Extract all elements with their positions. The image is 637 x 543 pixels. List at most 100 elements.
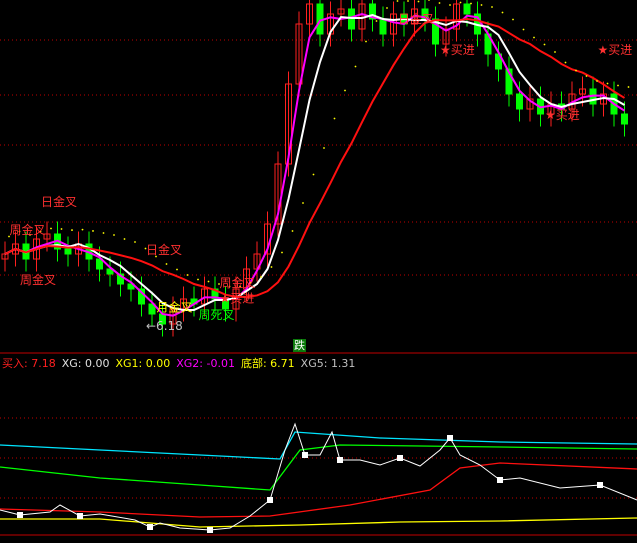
ma-dot	[312, 173, 315, 176]
ma-dot	[470, 2, 472, 5]
candle-body	[463, 3, 471, 15]
indicator-marker	[77, 513, 83, 519]
candle	[211, 276, 219, 312]
candle	[1, 241, 9, 272]
ma-dot	[291, 230, 294, 232]
ma-dot	[407, 0, 409, 2]
indicator-marker	[497, 477, 503, 483]
candle	[453, 0, 460, 42]
ma-fast-line	[4, 12, 626, 317]
candle-body	[432, 18, 439, 45]
signal-label: 日金叉	[398, 11, 434, 26]
candle-body	[390, 13, 397, 35]
candle	[295, 11, 303, 97]
ma-dot	[29, 233, 31, 236]
ma-dot	[60, 228, 63, 230]
legend-value: 6.71	[270, 357, 295, 370]
ma-dot	[627, 86, 630, 88]
legend-item: XG1: 0.00	[115, 357, 170, 370]
indicator-line	[0, 444, 637, 491]
signal-label: ★买进	[598, 43, 633, 57]
signal-label: ★买进	[220, 292, 255, 306]
ma-dot	[606, 82, 609, 85]
ma-dot	[50, 227, 52, 230]
legend-value: 1.31	[330, 357, 356, 370]
candle-body	[579, 88, 586, 95]
signal-label: 日金叉	[41, 194, 77, 209]
indicator-line	[0, 431, 637, 460]
indicator-line	[0, 517, 637, 528]
legend-item: XG5: 1.31	[301, 357, 356, 370]
candle-body	[96, 258, 103, 270]
ma-dot	[575, 69, 577, 72]
legend-value: 0.00	[145, 357, 171, 370]
ma-dot	[396, 0, 399, 2]
candle	[337, 0, 345, 27]
ma-dot	[585, 75, 588, 77]
legend-label: XG2:	[176, 357, 207, 370]
ma-dot	[617, 84, 619, 87]
signal-label: ★买进	[440, 43, 475, 57]
legend-value: -0.01	[206, 357, 235, 370]
legend-label: 底部:	[240, 357, 271, 370]
candle-body	[64, 248, 72, 255]
candle	[148, 291, 156, 327]
candle	[348, 0, 355, 42]
candle	[358, 0, 366, 42]
candle-body	[526, 98, 534, 110]
ma-dot	[323, 147, 325, 149]
candle-body	[106, 268, 114, 275]
legend-label: 买入:	[2, 357, 32, 370]
ma-dot	[186, 274, 189, 276]
ma-dot	[512, 18, 514, 21]
ma-dot	[197, 278, 199, 281]
ma-dot	[39, 230, 42, 233]
signal-label: 周金叉	[20, 272, 56, 287]
indicator-marker	[337, 457, 343, 463]
ma-dot	[480, 4, 483, 6]
ma-dot	[249, 282, 252, 284]
ma-dot	[596, 80, 598, 82]
ma-dot	[207, 280, 210, 283]
ma-dot	[428, 0, 430, 1]
ma-dot	[218, 283, 220, 285]
indicator-marker	[447, 435, 453, 441]
ma-dot	[354, 65, 357, 68]
ma-dot	[92, 230, 94, 232]
ma-dot	[386, 7, 388, 9]
ma-dot	[8, 235, 10, 238]
legend-label: XG5:	[300, 357, 331, 370]
ma-dot	[123, 238, 126, 240]
candle	[463, 0, 471, 27]
candle-body	[295, 23, 303, 85]
candle	[106, 256, 114, 287]
ma-dot	[522, 28, 525, 31]
indicator-marker	[397, 455, 403, 461]
legend-value: 0.00	[84, 357, 110, 370]
ma-dot	[113, 234, 115, 236]
ma-dot	[417, 0, 420, 3]
candle	[64, 236, 72, 267]
ma-dot	[554, 51, 556, 53]
candle	[526, 86, 534, 122]
ma-dot	[144, 247, 147, 250]
signal-label: 月金叉	[157, 300, 193, 315]
ma-dot	[501, 11, 504, 14]
indicator-marker	[597, 482, 603, 488]
signal-label: ★买进	[545, 108, 580, 122]
ma-dot	[81, 228, 84, 231]
candle	[96, 246, 103, 282]
ma-dot	[449, 4, 451, 6]
candle-body	[379, 18, 387, 35]
ma-dot	[375, 20, 378, 22]
signal-label: 周金叉	[220, 275, 256, 290]
candle-body	[337, 8, 345, 15]
candle	[516, 81, 523, 122]
legend-item: XG: 0.00	[62, 357, 110, 370]
ma-dot	[228, 285, 231, 288]
candle	[117, 261, 124, 297]
ma-dot	[333, 117, 336, 120]
candle	[621, 101, 628, 137]
ma-dot	[176, 268, 178, 271]
